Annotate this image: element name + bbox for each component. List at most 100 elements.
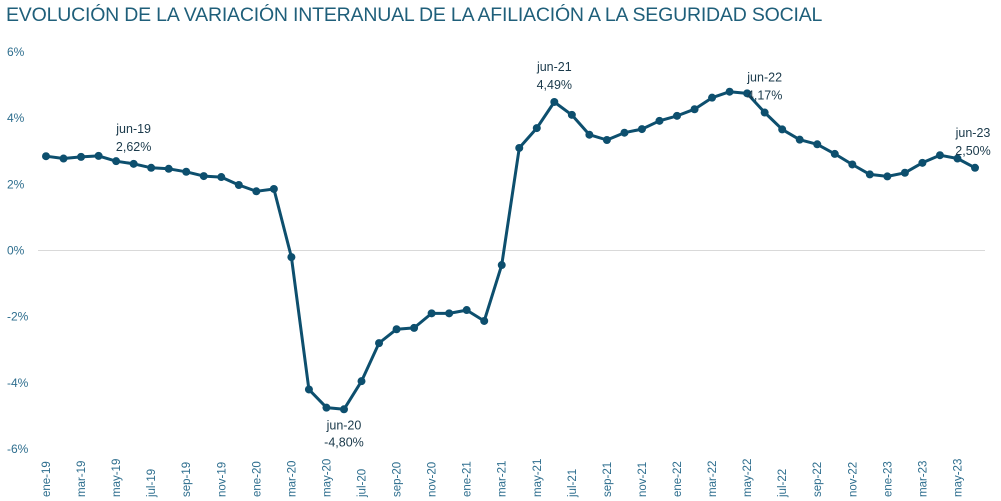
x-axis: ene-19 mar-19 may-19 jul-19 sep-19 nov-19 ene-… [41, 459, 964, 498]
annotation-value: 4,49% [537, 78, 572, 92]
data-point [883, 172, 892, 181]
data-point [602, 136, 611, 145]
data-point [287, 253, 296, 262]
data-point [410, 323, 419, 332]
annotations: jun-19 2,62% jun-20 -4,80% jun-21 4,49% jun-22… [115, 60, 990, 449]
data-point [585, 130, 594, 139]
data-point [743, 89, 752, 98]
data-point [182, 167, 191, 176]
data-point [94, 151, 103, 160]
data-point [357, 377, 366, 386]
y-tick-label: -4% [7, 376, 29, 390]
data-point [339, 405, 348, 414]
data-point [725, 87, 734, 96]
y-tick-label: 4% [7, 111, 25, 125]
x-tick-label: sep-22 [812, 462, 824, 497]
x-tick-label: jul-22 [777, 469, 789, 498]
data-point [112, 157, 121, 166]
data-point [375, 339, 384, 348]
data-point [497, 261, 506, 270]
data-point [164, 164, 173, 173]
x-tick-label: may-22 [742, 459, 754, 497]
annotation-date: jun-21 [536, 60, 572, 74]
x-tick-label: sep-21 [602, 462, 614, 497]
x-tick-label: nov-20 [427, 462, 439, 497]
data-point [813, 140, 822, 149]
data-point [427, 309, 436, 318]
data-point [778, 125, 787, 134]
y-tick-label: 2% [7, 177, 25, 191]
x-tick-label: ene-22 [672, 461, 684, 497]
x-tick-label: sep-19 [181, 462, 193, 497]
annotation-value: -4,80% [324, 435, 364, 449]
data-point [322, 403, 331, 412]
x-tick-label: mar-20 [286, 461, 298, 497]
data-point [655, 116, 664, 125]
data-point [252, 187, 261, 196]
data-point [830, 149, 839, 158]
x-tick-label: ene-20 [251, 461, 263, 497]
annotation-date: jun-20 [326, 418, 362, 432]
data-point [900, 168, 909, 177]
data-point [234, 180, 243, 189]
x-tick-label: ene-21 [462, 461, 474, 497]
x-tick-label: jul-20 [357, 469, 369, 498]
y-tick-label: -6% [7, 442, 29, 456]
data-point [795, 135, 804, 144]
data-point [637, 125, 646, 134]
data-point [129, 159, 138, 168]
x-tick-label: jul-21 [567, 469, 579, 498]
x-tick-label: may-20 [321, 459, 333, 497]
y-axis: 6% 4% 2% 0% -2% -4% -6% [7, 45, 985, 456]
x-tick-label: nov-19 [216, 462, 228, 497]
x-tick-label: may-19 [111, 459, 123, 497]
data-point [480, 316, 489, 325]
series-afiliacion [42, 87, 979, 414]
data-point [217, 173, 226, 182]
annotation-value: 2,50% [955, 144, 990, 158]
data-point [953, 154, 962, 163]
x-tick-label: mar-19 [76, 461, 88, 497]
y-tick-label: -2% [7, 310, 29, 324]
data-point [42, 152, 50, 161]
data-point [620, 128, 629, 137]
data-point [462, 306, 471, 315]
annotation-value: 2,62% [116, 140, 151, 154]
annotation-date: jun-19 [115, 122, 151, 136]
data-point [550, 97, 559, 106]
x-tick-label: ene-23 [882, 461, 894, 497]
data-point [708, 93, 717, 102]
data-point [515, 143, 524, 152]
y-tick-label: 0% [7, 244, 25, 258]
annotation-date: jun-22 [746, 71, 782, 85]
x-tick-label: mar-21 [497, 461, 509, 497]
data-point [673, 111, 682, 120]
data-point [147, 163, 156, 172]
data-point [971, 163, 979, 172]
data-point [269, 184, 278, 193]
x-tick-label: sep-20 [392, 462, 404, 497]
data-point [567, 110, 576, 119]
data-point [59, 154, 68, 163]
data-point [848, 160, 857, 169]
data-point [865, 170, 874, 179]
x-tick-label: jul-19 [146, 469, 158, 498]
data-point [304, 385, 313, 394]
x-tick-label: ene-19 [41, 461, 53, 497]
x-tick-label: mar-23 [917, 461, 929, 497]
data-point [760, 108, 769, 117]
annotation-value: 4,17% [747, 89, 782, 103]
data-point [392, 325, 401, 334]
x-tick-label: may-23 [952, 459, 964, 497]
data-point [935, 151, 944, 160]
chart-title: EVOLUCIÓN DE LA VARIACIÓN INTERANUAL DE … [6, 4, 823, 26]
y-tick-label: 6% [7, 45, 25, 59]
data-point [532, 124, 541, 133]
x-tick-label: mar-22 [707, 461, 719, 497]
annotation-date: jun-23 [955, 126, 991, 140]
data-point [690, 105, 699, 114]
data-point [77, 152, 86, 161]
x-tick-label: may-21 [532, 459, 544, 497]
data-point [918, 158, 927, 167]
